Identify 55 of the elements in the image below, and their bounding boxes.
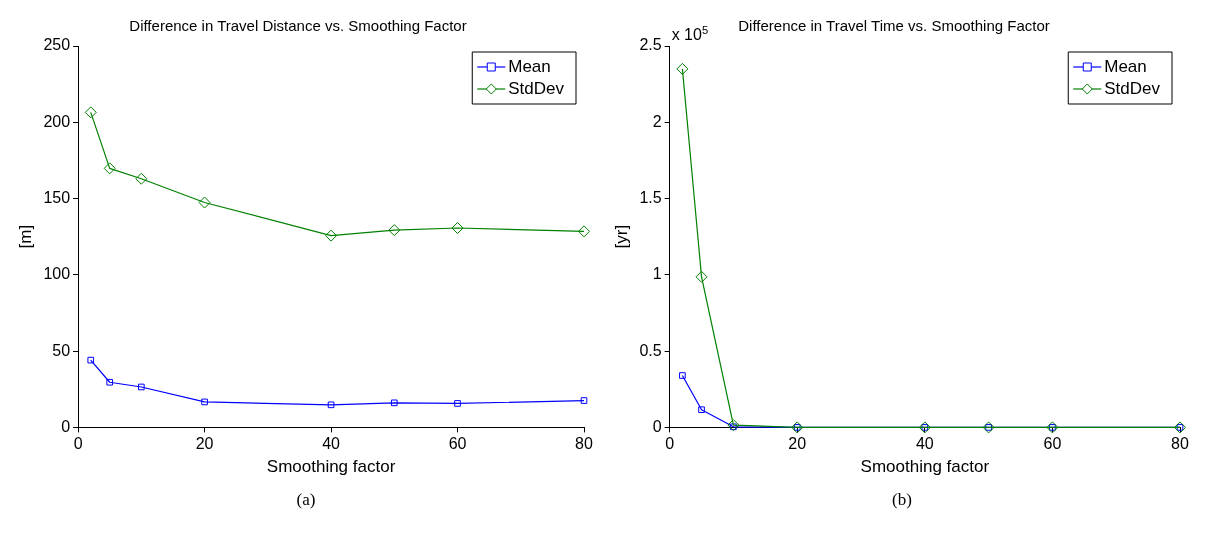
x-tick-label: 80 [1171, 435, 1189, 453]
point [388, 224, 401, 237]
x-tick-label: 20 [195, 435, 214, 453]
x-tick-label: 40 [915, 435, 934, 453]
chart-title: Difference in Travel Time vs. Smoothing Factor [738, 17, 1050, 35]
y-tick-label: 0.5 [639, 341, 662, 359]
y-tick-label: 100 [43, 265, 71, 283]
legend-label: StdDev [508, 78, 565, 98]
point [198, 196, 211, 209]
point [580, 397, 588, 404]
point [84, 106, 97, 119]
y-tick-label: 150 [43, 188, 71, 206]
point [730, 423, 737, 431]
y-tick-label: 2.5 [639, 36, 662, 54]
point [578, 225, 590, 238]
point [103, 162, 116, 175]
text: (a) [295, 490, 317, 510]
point [390, 399, 398, 407]
chart-title: Difference in Travel Distance vs. Smoothing Factor [129, 17, 467, 35]
x-tick-label: 20 [788, 435, 807, 453]
point [698, 406, 705, 414]
point [327, 401, 335, 409]
legend-label: Mean [1104, 56, 1147, 76]
point [201, 398, 208, 406]
point [138, 383, 145, 391]
x-tick-label: 0 [665, 435, 675, 453]
x-tick-label: 0 [73, 435, 83, 453]
point [676, 62, 689, 75]
point [695, 270, 708, 283]
y-tick-label: 250 [43, 36, 71, 54]
point [727, 419, 740, 432]
point [679, 372, 686, 379]
y-axis-title: [yr] [611, 224, 631, 249]
y-tick-label: 200 [43, 112, 71, 130]
x-tick-label: 80 [575, 435, 593, 453]
y-tick-label: 0 [652, 417, 662, 435]
point [106, 378, 114, 386]
y-tick-label: 2 [652, 112, 662, 130]
text: (b) [891, 490, 913, 510]
point [454, 400, 461, 407]
y-tick-label: 50 [52, 341, 71, 359]
y-tick-label: 1.5 [639, 188, 662, 206]
legend-label: Mean [508, 56, 551, 76]
point [135, 172, 148, 185]
x-tick-label: 40 [322, 435, 341, 453]
x-axis-title: Smoothing factor [266, 457, 396, 477]
point [325, 229, 338, 242]
y-tick-label: 0 [61, 417, 71, 435]
y-tick-label: 1 [652, 265, 662, 283]
x-tick-label: 60 [448, 435, 467, 453]
y-axis-title: [m] [15, 224, 35, 249]
x-tick-label: 60 [1043, 435, 1062, 453]
point [87, 356, 95, 364]
x-axis-title: Smoothing factor [860, 457, 990, 477]
legend-label: StdDev [1104, 78, 1161, 98]
